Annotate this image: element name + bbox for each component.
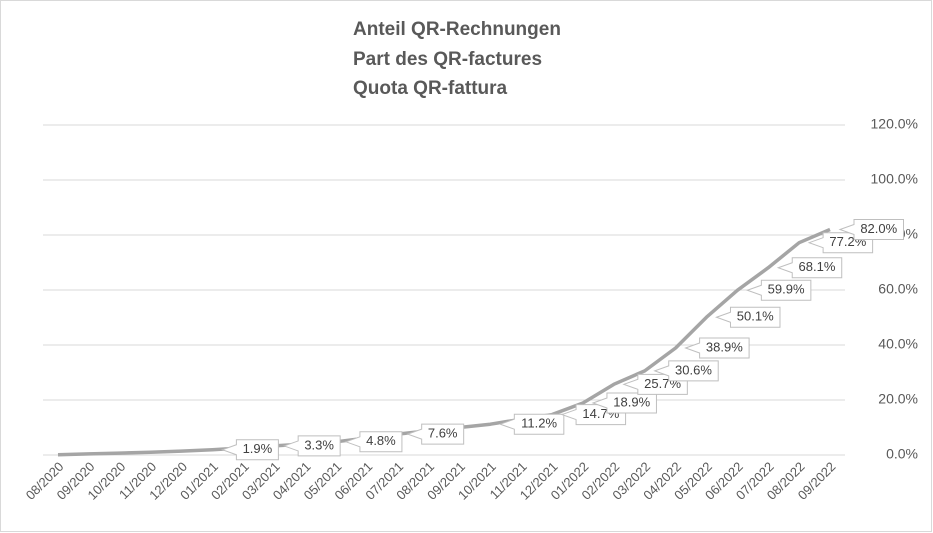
y-tick-label: 120.0%	[871, 116, 918, 132]
data-label: 30.6%	[675, 362, 712, 377]
chart-title: Quota QR-fattura	[353, 78, 508, 99]
data-label: 4.8%	[366, 433, 396, 448]
data-label: 7.6%	[428, 426, 458, 441]
data-label: 1.9%	[243, 441, 273, 456]
callout-box	[745, 279, 812, 301]
callout-box	[282, 435, 341, 457]
callout-box	[498, 413, 565, 435]
callout-box	[591, 392, 657, 414]
data-label: 11.2%	[521, 416, 557, 431]
data-label: 82.0%	[860, 221, 897, 236]
callout-box	[653, 360, 719, 382]
data-label: 68.1%	[799, 259, 836, 274]
data-label: 3.3%	[304, 437, 334, 452]
data-label: 50.1%	[737, 309, 774, 324]
callout-box	[776, 257, 843, 279]
data-label: 38.9%	[706, 339, 743, 354]
callout-box	[714, 306, 781, 328]
callout-box	[838, 219, 904, 240]
data-label: 18.9%	[613, 394, 650, 409]
callout-box	[406, 423, 465, 445]
chart-title: Anteil QR-Rechnungen	[353, 19, 561, 40]
data-label: 59.9%	[768, 282, 805, 297]
y-tick-label: 20.0%	[878, 391, 918, 407]
callout-box	[344, 431, 403, 453]
y-tick-label: 100.0%	[871, 171, 918, 187]
callout-box	[220, 439, 279, 461]
y-tick-label: 60.0%	[878, 281, 918, 297]
y-tick-label: 0.0%	[886, 446, 918, 462]
chart-title: Part des QR-factures	[353, 49, 542, 70]
callout-box	[684, 337, 750, 359]
y-tick-label: 40.0%	[878, 336, 918, 352]
